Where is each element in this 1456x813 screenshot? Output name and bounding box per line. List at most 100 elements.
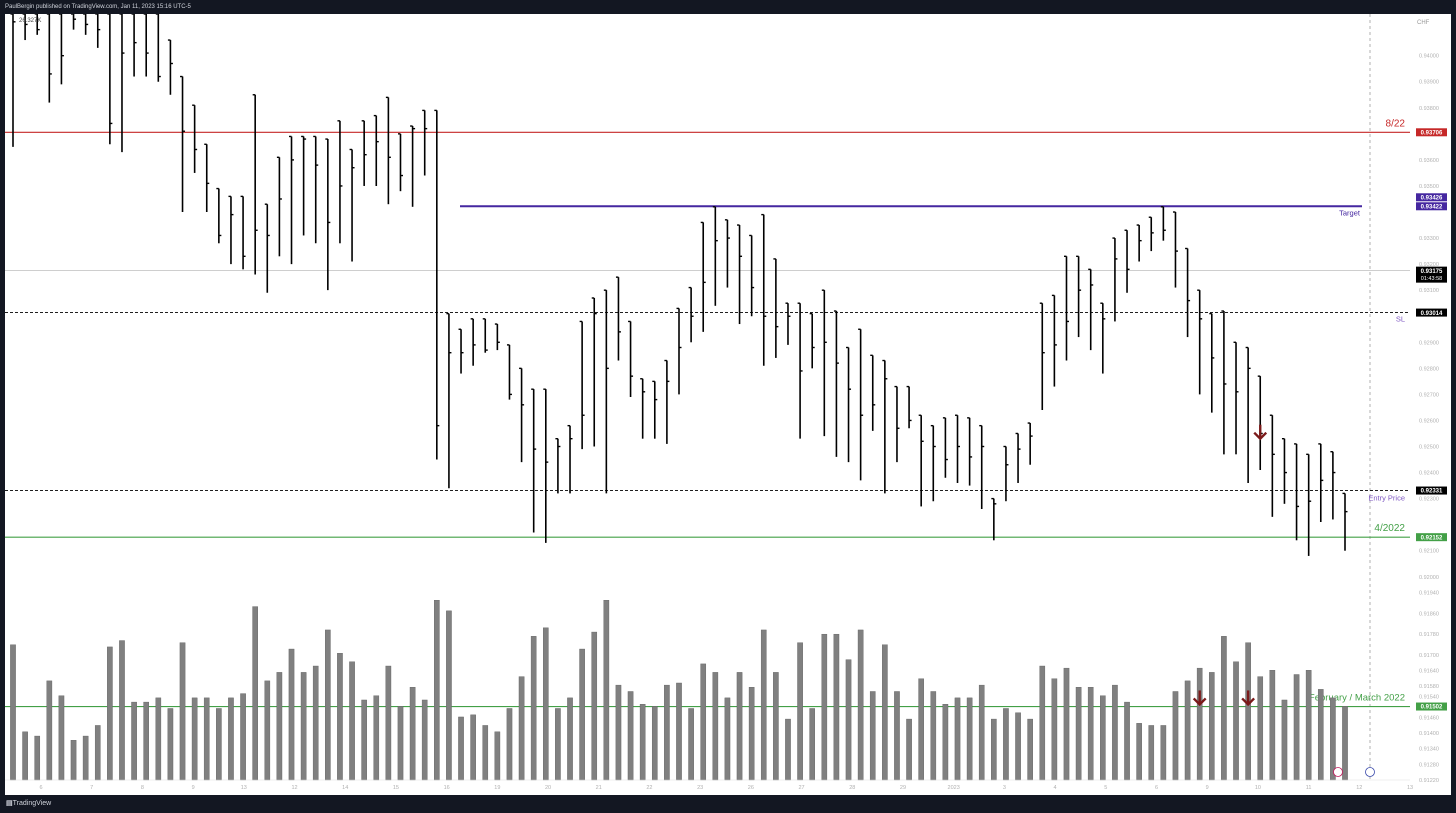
volume-bar xyxy=(857,629,864,781)
volume-bar xyxy=(1160,725,1167,781)
price-tick-label: 0.92300 xyxy=(1419,497,1439,503)
ohlc-bar xyxy=(846,346,852,463)
price-tick-label: 0.91700 xyxy=(1419,653,1439,659)
arrow-down-icon xyxy=(1192,690,1207,707)
volume-bar xyxy=(119,640,125,781)
ohlc-bar xyxy=(494,323,500,351)
ohlc-bar xyxy=(325,138,331,291)
ohlc-bar xyxy=(422,109,428,176)
volume-bar xyxy=(1087,687,1094,781)
ohlc-bar xyxy=(640,378,646,439)
level-price-tag xyxy=(1416,308,1447,317)
published-text: PaulBergin published on TradingView.com,… xyxy=(5,4,191,10)
ohlc-bar xyxy=(1185,247,1191,338)
ohlc-bar xyxy=(1088,268,1094,351)
time-tick-label: 6 xyxy=(39,785,42,791)
ohlc-bar xyxy=(785,302,791,345)
ohlc-bar xyxy=(1172,211,1178,288)
volume-bar xyxy=(1063,667,1070,781)
volume-bar xyxy=(22,731,28,781)
volume-bar xyxy=(978,684,985,781)
time-tick-label: 15 xyxy=(393,785,399,791)
current-price-label: 0.93175 xyxy=(1421,269,1443,275)
ohlc-bar xyxy=(737,224,743,325)
volume-bar xyxy=(639,704,646,781)
chart-frame[interactable]: 8/22 Target SL Entry Price 4/2022 February / … xyxy=(5,14,1451,795)
volume-bar xyxy=(664,684,670,781)
volume-bar xyxy=(58,695,65,781)
volume-bar xyxy=(555,708,561,781)
time-tick-label: 5 xyxy=(1104,785,1107,791)
price-tick-label: 0.91540 xyxy=(1419,695,1439,701)
volume-bar xyxy=(688,708,694,781)
ohlc-bar xyxy=(506,344,512,400)
ohlc-bar xyxy=(167,39,173,95)
level-price-label: 0.91502 xyxy=(1421,705,1443,711)
price-tick-label: 0.91280 xyxy=(1419,762,1439,768)
volume-bar xyxy=(409,687,416,781)
ohlc-bar xyxy=(1197,289,1203,395)
ohlc-bar xyxy=(155,14,161,82)
volume-bar xyxy=(954,697,961,781)
ohlc-bar xyxy=(567,424,573,494)
volume-bar xyxy=(1027,718,1033,781)
volume-bar xyxy=(930,691,937,781)
ohlc-bar xyxy=(470,318,476,366)
ohlc-bar xyxy=(434,109,440,460)
volume-bar xyxy=(615,684,622,781)
time-tick-label: 11 xyxy=(1306,785,1312,791)
time-tick-label: 26 xyxy=(748,785,754,791)
time-tick-label: 9 xyxy=(1206,785,1209,791)
ohlc-bar xyxy=(579,320,585,450)
volume-bar xyxy=(325,629,331,781)
time-tick-label: 19 xyxy=(494,785,500,791)
volume-readout: 26.327K xyxy=(19,18,42,24)
price-tick-label: 0.91400 xyxy=(1419,731,1439,737)
ohlc-bar xyxy=(809,312,815,369)
price-chart[interactable]: 8/22 Target SL Entry Price 4/2022 February / … xyxy=(5,14,1451,795)
price-tick-label: 0.91460 xyxy=(1419,715,1439,721)
volume-bar xyxy=(191,697,198,781)
volume-bar xyxy=(288,648,295,781)
ohlc-bar xyxy=(761,213,767,366)
volume-bar xyxy=(966,697,973,781)
ohlc-bar xyxy=(58,14,64,85)
ohlc-bar xyxy=(700,221,706,332)
ohlc-bar xyxy=(749,234,755,317)
ohlc-bar xyxy=(1281,437,1287,504)
volume-bar xyxy=(736,672,743,781)
ohlc-bar xyxy=(228,195,234,265)
volume-bar xyxy=(712,672,719,781)
volume-bar xyxy=(700,663,707,781)
price-tick-label: 0.93200 xyxy=(1419,262,1439,268)
level-name-label: February / March 2022 xyxy=(1309,693,1405,704)
volume-bar xyxy=(651,706,658,781)
flag-icon xyxy=(1365,767,1375,777)
level-price-label: 0.93014 xyxy=(1421,311,1443,317)
volume-bar xyxy=(543,627,549,781)
volume-bar xyxy=(1317,689,1324,781)
volume-bar xyxy=(1281,699,1288,781)
ohlc-bar xyxy=(1306,453,1312,556)
volume-bar xyxy=(446,610,452,781)
level-price-tag xyxy=(1416,702,1447,711)
level-price-label: 0.93706 xyxy=(1421,130,1443,136)
price-tick-label: 0.92600 xyxy=(1419,418,1439,424)
ohlc-bar xyxy=(955,414,961,483)
price-tick-label: 0.94000 xyxy=(1419,54,1439,60)
volume-bar xyxy=(179,642,186,781)
ohlc-bar xyxy=(1027,422,1033,465)
volume-bar xyxy=(1039,665,1046,781)
volume-bar xyxy=(252,606,258,781)
published-header: PaulBergin published on TradingView.com,… xyxy=(0,0,1456,14)
level-name-label: Entry Price xyxy=(1368,494,1405,503)
ohlc-bar xyxy=(1245,346,1251,483)
time-tick-label: 8 xyxy=(141,785,144,791)
time-tick-label: 9 xyxy=(192,785,195,791)
price-tick-label: 0.91940 xyxy=(1419,590,1439,596)
level-name-label: 4/2022 xyxy=(1374,523,1405,534)
ohlc-bar xyxy=(216,187,222,244)
volume-bar xyxy=(869,691,876,781)
volume-bar xyxy=(918,678,924,781)
ohlc-bar xyxy=(1221,310,1227,455)
